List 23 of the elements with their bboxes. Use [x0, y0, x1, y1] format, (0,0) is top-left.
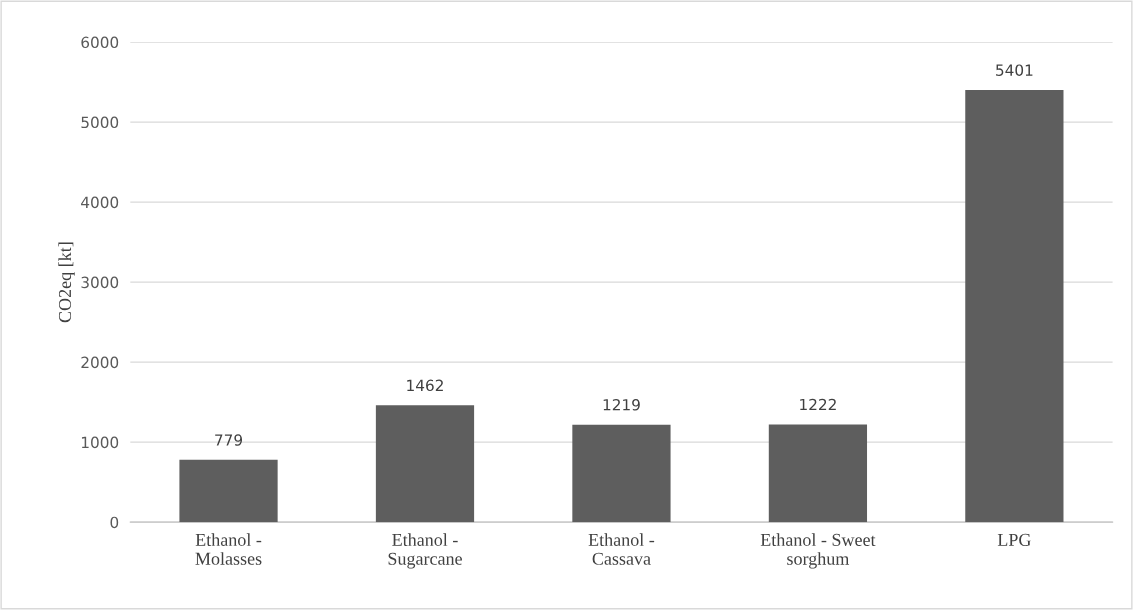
x-tick-label: Ethanol - Molasses [195, 533, 262, 565]
y-tick-label: 3000 [81, 276, 119, 289]
bar [375, 405, 475, 523]
y-axis-title: CO2eq [kt] [58, 242, 75, 323]
data-label: 1222 [800, 398, 836, 411]
data-label: 1462 [407, 379, 443, 392]
bar [179, 459, 278, 523]
x-tick-label: Ethanol - Sugarcane [388, 533, 462, 569]
data-label: 5401 [996, 64, 1033, 76]
bar [768, 424, 868, 523]
data-label: 779 [215, 434, 243, 446]
y-tick-label: 1000 [81, 436, 119, 449]
y-tick-label: 6000 [81, 36, 119, 49]
y-tick-label: 4000 [81, 196, 119, 209]
bar [965, 90, 1064, 523]
y-tick-label: 5000 [81, 116, 119, 129]
y-tick-label: 2000 [81, 356, 119, 369]
y-tick-label: 0 [110, 516, 119, 529]
x-tick-label: LPG [997, 533, 1031, 546]
bar [572, 424, 671, 523]
data-label: 1219 [603, 399, 640, 411]
x-tick-label: Ethanol - Sweet sorghum [760, 533, 876, 569]
x-tick-label: Ethanol - Cassava [588, 533, 655, 565]
